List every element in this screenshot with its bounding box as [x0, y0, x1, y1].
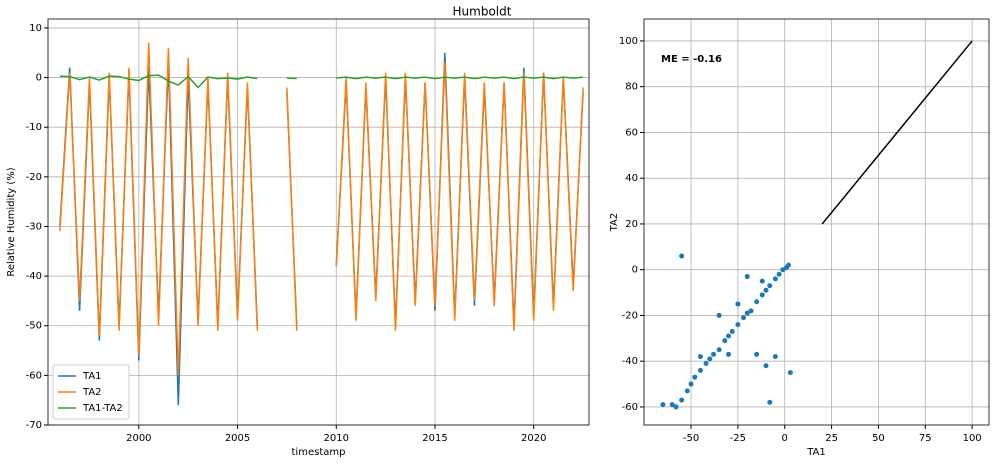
y-tick-label: -40 — [26, 271, 42, 282]
y-tick-label: -40 — [622, 356, 638, 367]
y-tick-label: 40 — [625, 173, 638, 184]
data-line — [59, 42, 584, 376]
scatter-point — [754, 299, 760, 305]
y-tick-label: 0 — [632, 265, 638, 276]
annotation: ME = -0.16 — [661, 54, 722, 65]
scatter-point — [744, 310, 750, 316]
x-tick-label: 2010 — [324, 433, 349, 444]
legend-box — [52, 364, 130, 420]
y-tick-label: -60 — [622, 402, 638, 413]
plot-marks — [59, 42, 584, 406]
scatter-point — [722, 338, 728, 344]
scatter-point — [679, 253, 685, 259]
plot-frame — [47, 18, 590, 426]
scatter-point — [772, 276, 778, 282]
scatter-point — [759, 292, 765, 298]
x-tick-label: 0 — [782, 433, 788, 444]
scatter-point — [703, 360, 709, 366]
scatter-point — [767, 399, 773, 405]
x-axis-label: TA1 — [806, 447, 826, 458]
x-tick-label: 2015 — [422, 433, 447, 444]
scatter-point — [679, 397, 685, 403]
y-tick-label: -10 — [26, 122, 42, 133]
scatter-point — [660, 402, 666, 408]
x-axis-label: timestamp — [292, 447, 346, 458]
x-tick-label: 50 — [872, 433, 885, 444]
x-tick-label: 2005 — [225, 433, 250, 444]
scatter-point — [673, 404, 679, 410]
x-tick-label: -25 — [730, 433, 746, 444]
y-tick-label: 0 — [36, 73, 42, 84]
scatter-point — [763, 287, 769, 293]
scatter-point — [741, 315, 747, 321]
plot-area — [644, 19, 989, 425]
y-tick-label: -20 — [622, 310, 638, 321]
y-tick-label: -30 — [26, 221, 42, 232]
scatter-point — [780, 267, 786, 273]
plot-marks — [660, 40, 973, 410]
scatter-point — [744, 274, 750, 280]
x-tick-label: -50 — [683, 433, 699, 444]
scatter-point — [692, 374, 698, 380]
y-tick-label: 100 — [619, 36, 638, 47]
scatter-point — [767, 283, 773, 289]
y-axis-label: TA2 — [609, 213, 620, 233]
scatter-point — [763, 363, 769, 369]
y-tick-label: -50 — [26, 321, 42, 332]
scatter-point — [748, 308, 754, 314]
y-axis-label: Relative Humidity (%) — [6, 167, 17, 276]
scatter-point — [754, 351, 760, 357]
reference-line — [821, 40, 973, 225]
scatter-point — [726, 333, 732, 339]
scatter-point — [735, 301, 741, 307]
legend-label: TA2 — [82, 387, 102, 398]
x-tick-label: 2000 — [126, 433, 151, 444]
y-tick-label: -60 — [26, 370, 42, 381]
legend-label: TA1-TA2 — [82, 403, 123, 414]
scatter-point — [726, 351, 732, 357]
chart-title: Humboldt — [453, 5, 512, 19]
scatter-point — [688, 381, 694, 387]
scatter-point — [697, 354, 703, 360]
scatter-point — [669, 402, 675, 408]
scatter-point — [716, 312, 722, 318]
data-line — [59, 74, 584, 89]
y-tick-label: -70 — [26, 420, 42, 431]
scatter-point — [785, 262, 791, 268]
x-tick-label: 2020 — [521, 433, 546, 444]
plot-frame — [643, 18, 990, 426]
y-tick-label: -20 — [26, 172, 42, 183]
scatter-point — [707, 356, 713, 362]
scatter-point — [716, 347, 722, 353]
x-tick-label: 75 — [919, 433, 932, 444]
x-tick-label: 25 — [825, 433, 838, 444]
scatter-point — [729, 328, 735, 334]
y-tick-label: 10 — [29, 23, 42, 34]
scatter-point — [759, 278, 765, 284]
scatter-point — [735, 322, 741, 328]
y-tick-label: 20 — [625, 219, 638, 230]
scatter-point — [711, 351, 717, 357]
y-tick-label: 60 — [625, 127, 638, 138]
scatter-point — [787, 370, 793, 376]
legend-label: TA1 — [82, 371, 102, 382]
scatter-point — [697, 367, 703, 373]
scatter-point — [776, 271, 782, 277]
x-tick-label: 100 — [963, 433, 982, 444]
y-tick-label: 80 — [625, 82, 638, 93]
scatter-point — [684, 388, 690, 394]
scatter-point — [772, 354, 778, 360]
